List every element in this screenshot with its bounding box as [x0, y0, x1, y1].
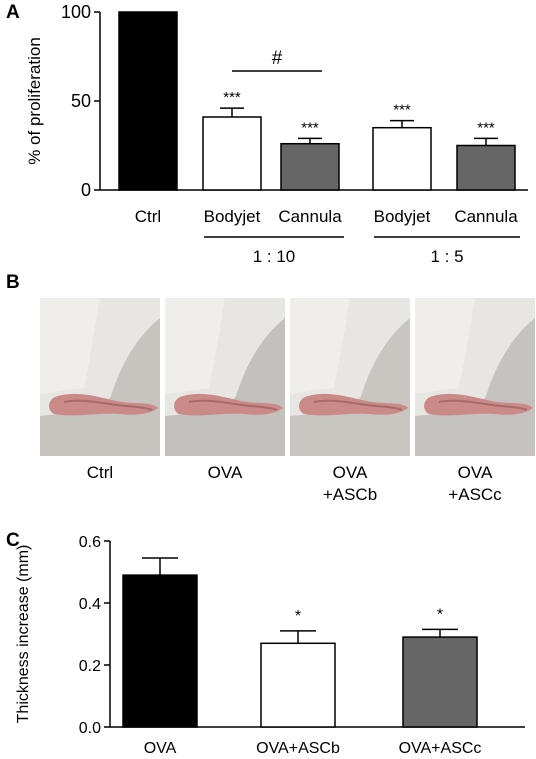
y-tick-label: 0.2: [79, 658, 101, 675]
paw-photo-label-line1: OVA: [457, 463, 493, 482]
paw-photo-label: OVA +ASCc: [410, 462, 536, 506]
paw-photo: [40, 298, 160, 456]
paw-photo-label-line1: Ctrl: [86, 463, 114, 482]
bar: [202, 116, 262, 191]
panel-letter-b: B: [6, 272, 20, 293]
y-tick-label: 0.0: [79, 720, 101, 737]
paw-photo-label: Ctrl: [35, 462, 165, 484]
x-tick-label: OVA+ASCc: [399, 740, 482, 757]
bar: [372, 126, 432, 191]
y-tick-label: 0.4: [79, 596, 101, 613]
panel-letter-a: A: [6, 2, 20, 23]
panel-letter-c: C: [6, 530, 20, 551]
x-tick-label: OVA: [144, 740, 177, 757]
paw-photo-label: OVA: [160, 462, 290, 484]
bar: [280, 142, 340, 191]
significance-marker: *: [437, 606, 443, 623]
y-tick-label: 50: [71, 91, 91, 111]
paw-photo-label-line2: +ASCc: [448, 485, 502, 504]
x-tick-label: Bodyjet: [374, 207, 431, 226]
x-tick-label: Ctrl: [135, 207, 161, 226]
significance-marker: ***: [301, 119, 319, 136]
comparison-marker: #: [272, 48, 283, 69]
thickness-bar-chart: 0.0 0.2 0.4 0.6 Thickness increase (mm) OVA * O…: [15, 534, 525, 757]
paw-photo-label-line2: +ASCb: [322, 485, 378, 504]
y-tick-label: 0: [81, 180, 91, 200]
group-label: 1 : 10: [253, 247, 296, 266]
bar: [402, 636, 478, 728]
y-axis-title: Thickness increase (mm): [15, 545, 32, 724]
paw-photo: [415, 298, 535, 456]
paw-photo: [290, 298, 410, 456]
paw-photo-row: [40, 298, 536, 458]
x-tick-label: Cannula: [454, 207, 518, 226]
proliferation-bar-chart: 0 50 100 % of proliferation Ctrl *** Bodyjet **…: [25, 2, 528, 266]
y-axis-title: % of proliferation: [25, 37, 44, 165]
bar: [118, 11, 178, 191]
significance-marker: *: [295, 608, 301, 625]
x-tick-label: OVA+ASCb: [256, 740, 340, 757]
paw-photo-label-line1: OVA: [207, 463, 243, 482]
bar: [122, 574, 198, 728]
bar: [260, 642, 336, 728]
bar: [456, 144, 516, 191]
x-tick-label: Bodyjet: [204, 207, 261, 226]
x-tick-label: Cannula: [278, 207, 342, 226]
paw-photo: [165, 298, 285, 456]
y-tick-label: 100: [61, 2, 91, 22]
significance-marker: ***: [393, 102, 411, 119]
group-label: 1 : 5: [430, 247, 463, 266]
y-tick-label: 0.6: [79, 534, 101, 551]
significance-marker: ***: [477, 119, 495, 136]
significance-marker: ***: [223, 89, 241, 106]
paw-photo-label-line1: OVA: [332, 463, 368, 482]
paw-photo-label: OVA +ASCb: [285, 462, 415, 506]
